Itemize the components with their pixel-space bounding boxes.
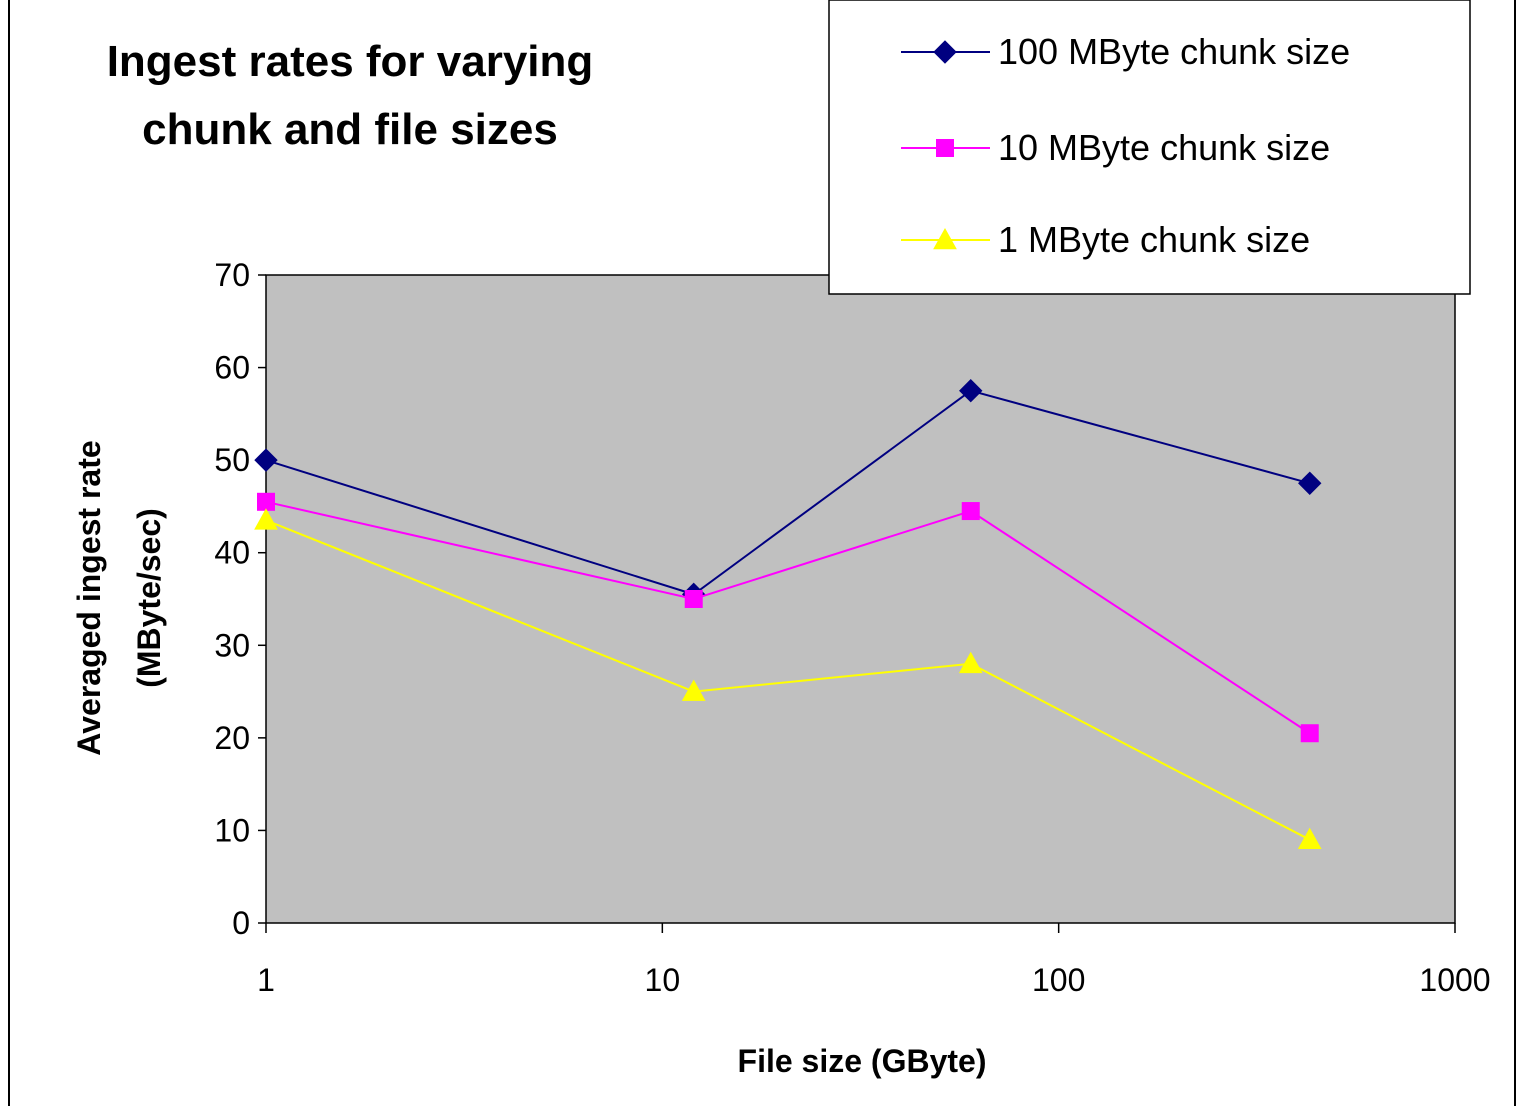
data-point [1300, 724, 1319, 743]
data-point [257, 492, 275, 511]
y-tick-label: 70 [214, 257, 250, 293]
y-tick-label: 40 [214, 535, 250, 571]
series-line [265, 389, 1310, 596]
chart-title-line-1: Ingest rates for varying [107, 37, 594, 86]
y-tick-label: 20 [214, 720, 250, 756]
y-axis-title: Averaged ingest rate (MByte/sec) [71, 440, 167, 755]
y-tick-label: 60 [214, 350, 250, 386]
y-axis: 0 10 20 30 40 50 60 70 [214, 257, 266, 941]
y-tick-label: 50 [214, 442, 250, 478]
series-3 [254, 508, 1322, 849]
series-line [265, 519, 1311, 841]
legend-marker [933, 227, 957, 250]
legend-entry: 10 MByte chunk size [901, 127, 1330, 168]
x-tick-label: 1000 [1419, 962, 1490, 998]
data-point [958, 651, 983, 674]
data-point [959, 379, 983, 403]
data-point [684, 590, 703, 608]
data-point [1297, 827, 1322, 849]
y-tick-label: 10 [214, 812, 250, 848]
legend-entry: 1 MByte chunk size [901, 219, 1310, 260]
series-2 [257, 492, 1319, 743]
legend-marker [933, 40, 957, 64]
chart-title-line-2: chunk and file sizes [142, 105, 558, 154]
legend-label: 1 MByte chunk size [998, 219, 1310, 260]
legend-marker [936, 139, 954, 157]
x-tick-label: 1 [257, 962, 275, 998]
legend-label: 10 MByte chunk size [998, 127, 1330, 168]
data-point [1298, 471, 1322, 495]
y-axis-title-line-2: (MByte/sec) [131, 508, 167, 688]
data-point [254, 448, 278, 472]
legend-entry: 100 MByte chunk size [901, 31, 1350, 72]
y-tick-label: 30 [214, 627, 250, 663]
x-axis-title: File size (GByte) [738, 1043, 987, 1079]
legend: 100 MByte chunk size 10 MByte chunk size 1… [828, 0, 1471, 295]
x-tick-label: 10 [645, 962, 681, 998]
plot-area [265, 274, 1456, 924]
x-tick-label: 100 [1032, 962, 1085, 998]
data-point [961, 502, 980, 521]
series-1 [254, 379, 1322, 607]
data-point [681, 679, 706, 701]
series-layer [254, 379, 1322, 849]
legend-entries: 100 MByte chunk size 10 MByte chunk size 1… [901, 31, 1350, 260]
x-axis: 1 10 100 1000 [257, 923, 1491, 998]
data-point [254, 508, 278, 530]
y-axis-title-line-1: Averaged ingest rate [71, 440, 107, 755]
y-tick-label: 0 [232, 905, 250, 941]
legend-label: 100 MByte chunk size [998, 31, 1350, 72]
series-line [265, 500, 1311, 735]
